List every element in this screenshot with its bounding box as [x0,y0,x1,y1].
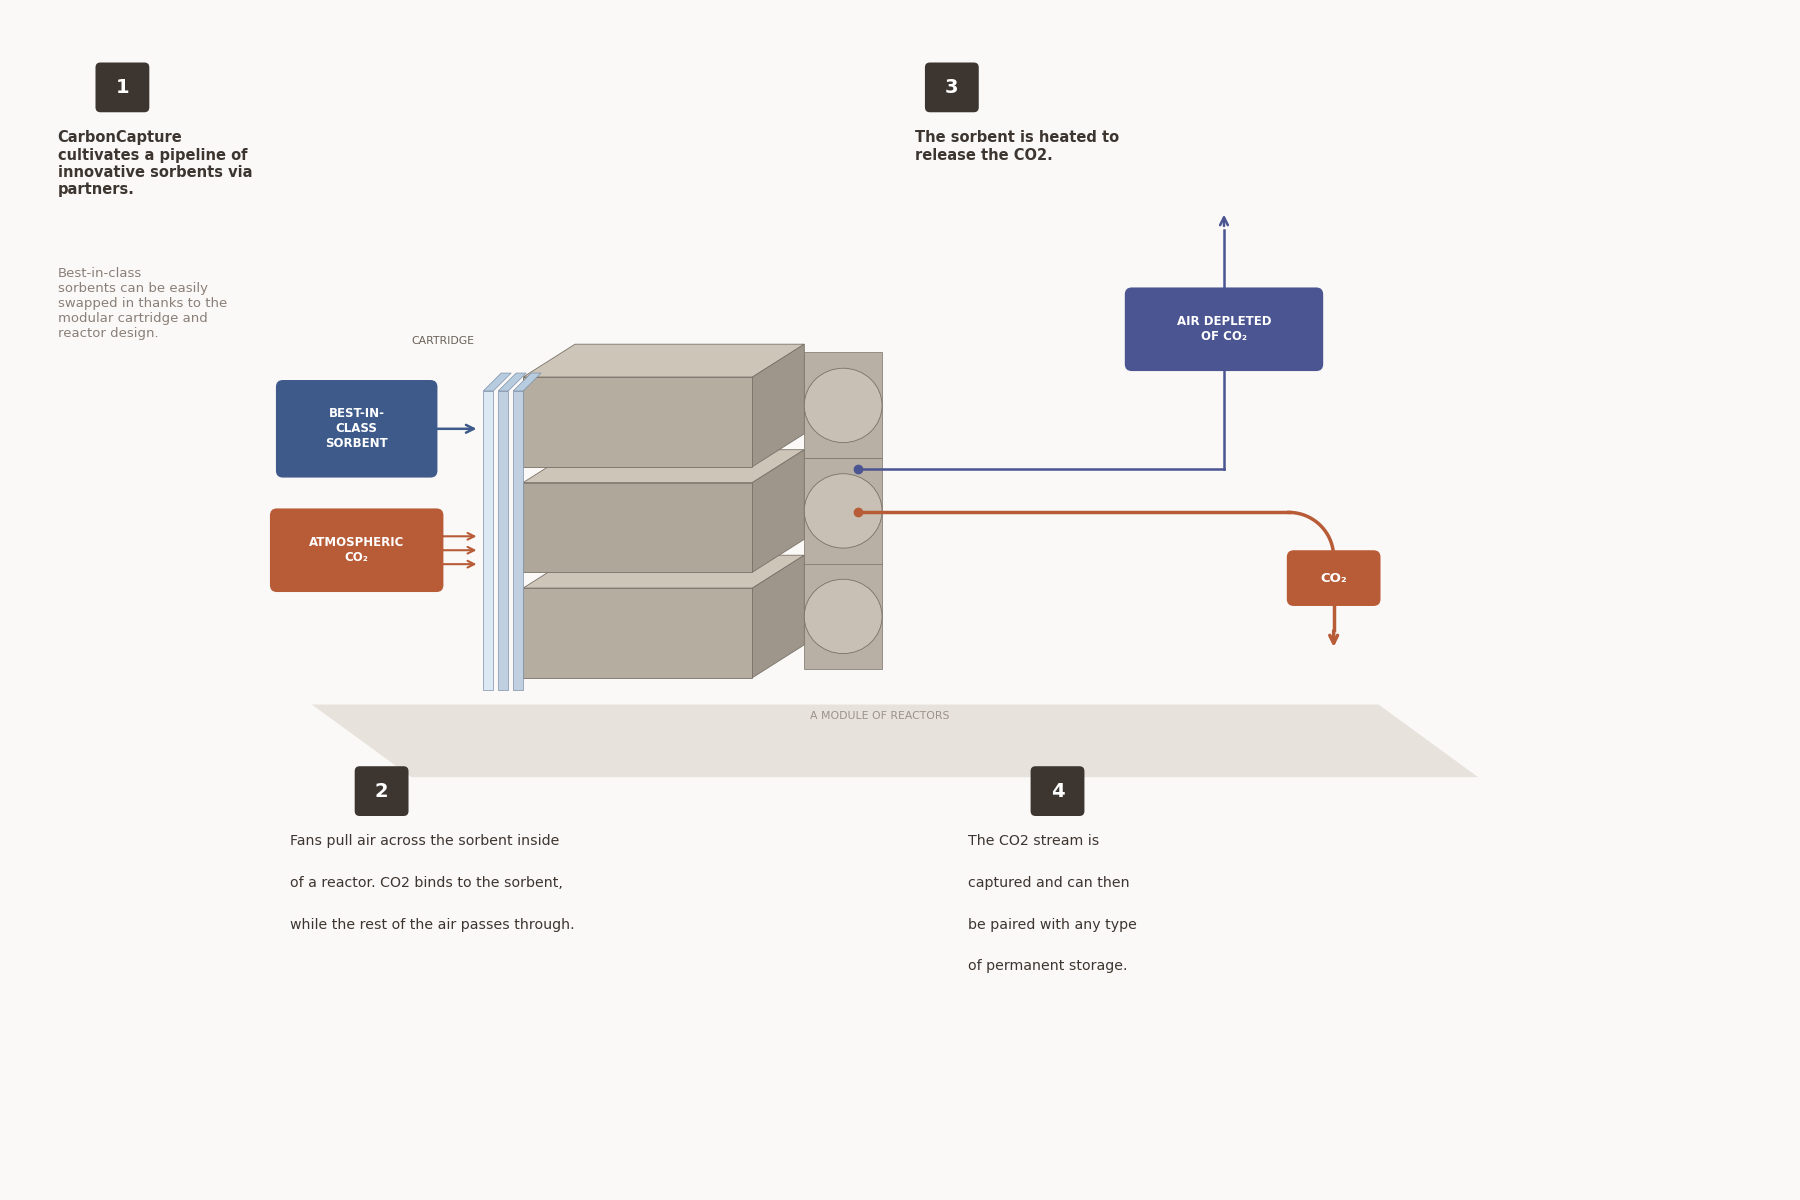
Bar [513,391,524,690]
Polygon shape [311,704,1478,778]
Polygon shape [513,373,542,391]
Polygon shape [524,482,752,572]
Polygon shape [752,556,805,678]
Text: ATMOSPHERIC
CO₂: ATMOSPHERIC CO₂ [310,536,405,564]
Text: CO₂: CO₂ [1319,571,1346,584]
Polygon shape [524,450,805,482]
Polygon shape [805,353,882,458]
Ellipse shape [805,474,882,548]
Text: while the rest of the air passes through.: while the rest of the air passes through… [290,918,574,931]
Polygon shape [499,373,526,391]
FancyBboxPatch shape [1287,551,1381,606]
Ellipse shape [805,580,882,654]
Bar [499,391,508,690]
Text: 3: 3 [945,78,959,97]
FancyBboxPatch shape [270,509,443,592]
Bar [482,391,493,690]
Text: 2: 2 [374,781,389,800]
Text: Best-in-class
sorbents can be easily
swapped in thanks to the
modular cartridge : Best-in-class sorbents can be easily swa… [58,266,227,340]
Polygon shape [805,458,882,564]
Polygon shape [482,373,511,391]
FancyBboxPatch shape [275,380,437,478]
Text: of a reactor. CO2 binds to the sorbent,: of a reactor. CO2 binds to the sorbent, [290,876,563,889]
Text: AIR DEPLETED
OF CO₂: AIR DEPLETED OF CO₂ [1177,316,1271,343]
Text: CarbonCapture
cultivates a pipeline of
innovative sorbents via
partners.: CarbonCapture cultivates a pipeline of i… [58,130,252,197]
Text: The sorbent is heated to
release the CO2.: The sorbent is heated to release the CO2… [914,130,1120,162]
Polygon shape [805,564,882,670]
Text: of permanent storage.: of permanent storage. [968,959,1127,973]
Text: 4: 4 [1051,781,1064,800]
Text: The CO2 stream is: The CO2 stream is [968,834,1100,848]
Text: CARTRIDGE: CARTRIDGE [412,336,475,346]
Text: be paired with any type: be paired with any type [968,918,1136,931]
Polygon shape [524,377,752,467]
Text: A MODULE OF REACTORS: A MODULE OF REACTORS [810,712,950,721]
Text: captured and can then: captured and can then [968,876,1129,889]
FancyBboxPatch shape [355,767,409,816]
Text: Fans pull air across the sorbent inside: Fans pull air across the sorbent inside [290,834,560,848]
FancyBboxPatch shape [1125,288,1323,371]
Polygon shape [524,556,805,588]
Text: BEST-IN-
CLASS
SORBENT: BEST-IN- CLASS SORBENT [326,407,389,450]
Polygon shape [752,450,805,572]
FancyBboxPatch shape [925,62,979,113]
Polygon shape [524,588,752,678]
Text: 1: 1 [115,78,130,97]
Ellipse shape [805,368,882,443]
Polygon shape [524,344,805,377]
FancyBboxPatch shape [1031,767,1084,816]
Polygon shape [752,344,805,467]
FancyBboxPatch shape [95,62,149,113]
